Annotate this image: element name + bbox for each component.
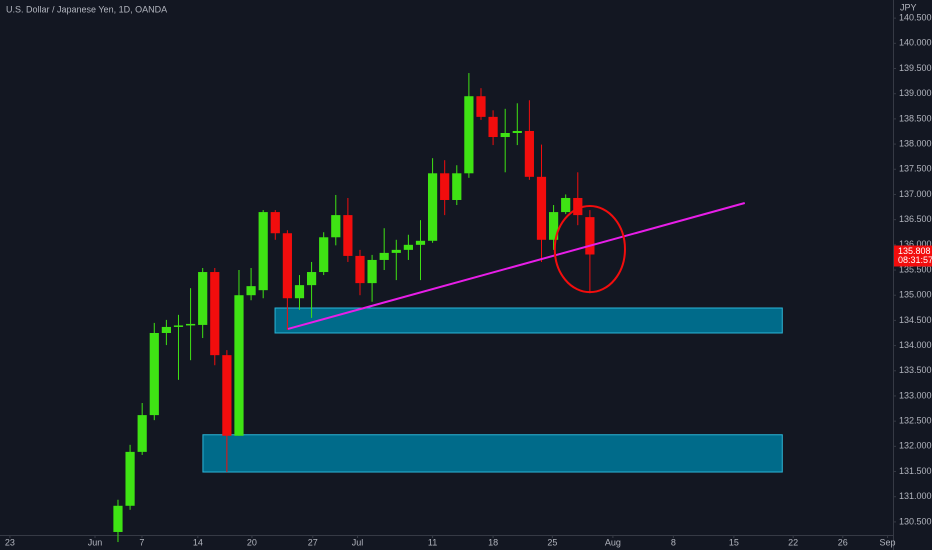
zone: [202, 434, 783, 473]
y-tick-label: 130.500: [899, 516, 932, 526]
candle-body: [524, 130, 534, 177]
candle-body: [306, 272, 317, 286]
candle-body: [222, 355, 232, 436]
y-tick-label: 139.000: [899, 88, 932, 98]
candle-body: [234, 295, 244, 436]
x-tick-label: 7: [139, 537, 144, 547]
y-tick-label: 133.000: [899, 390, 932, 400]
x-tick-label: Jul: [352, 537, 364, 547]
candle-body: [476, 96, 486, 117]
currency-label: JPY: [900, 2, 917, 12]
candle-body: [367, 259, 377, 284]
y-tick-label: 139.500: [899, 63, 932, 73]
candle-body: [379, 252, 389, 260]
x-tick-label: 18: [488, 537, 498, 547]
x-tick-label: 11: [428, 537, 437, 547]
y-tick-label: 132.000: [899, 441, 932, 451]
x-tick-label: 27: [308, 537, 318, 547]
y-tick-label: 136.500: [899, 214, 932, 224]
zone: [274, 307, 783, 334]
x-tick-label: 22: [788, 537, 798, 547]
candle-body: [258, 212, 268, 291]
y-tick-label: 135.500: [899, 264, 932, 274]
y-tick-label: 135.000: [899, 290, 932, 300]
y-tick-label: 140.500: [899, 13, 932, 23]
x-tick-label: Aug: [605, 537, 621, 547]
y-tick-label: 137.000: [899, 189, 932, 199]
candle-body: [331, 215, 341, 238]
y-tick-label: 136.000: [899, 239, 932, 249]
candle-body: [573, 197, 583, 216]
candle-body: [319, 237, 329, 273]
x-tick-label: 15: [729, 537, 739, 547]
candle-body: [343, 215, 353, 256]
candle-body: [282, 233, 292, 299]
candle-body: [561, 197, 571, 213]
y-tick-label: 133.500: [899, 365, 932, 375]
y-tick-label: 134.500: [899, 315, 932, 325]
candle-body: [270, 212, 280, 234]
x-tick-label: Sep: [880, 537, 896, 547]
candle-body: [452, 173, 462, 200]
candle-body: [488, 116, 498, 138]
candle-body: [210, 272, 220, 356]
candle-body: [403, 244, 413, 250]
candle-body: [585, 217, 595, 255]
candle-body: [415, 240, 426, 245]
x-tick-label: 26: [838, 537, 848, 547]
y-tick-label: 137.500: [899, 164, 932, 174]
candle-body: [391, 249, 401, 253]
candle-body: [137, 415, 147, 452]
y-tick-label: 131.500: [899, 466, 932, 476]
y-tick-label: 138.000: [899, 138, 932, 148]
candle-body: [185, 323, 196, 326]
candle-body: [246, 286, 256, 296]
candle-body: [548, 212, 559, 240]
candle-body: [294, 285, 305, 299]
symbol-title: U.S. Dollar / Japanese Yen, 1D, OANDA: [6, 4, 167, 14]
candle-body: [427, 173, 438, 241]
y-tick-label: 138.500: [899, 113, 932, 123]
highlight-ellipse: [553, 205, 626, 294]
x-tick-label: Jun: [88, 537, 103, 547]
y-tick-label: 134.000: [899, 340, 932, 350]
candle-body: [500, 132, 510, 138]
candle-body: [149, 332, 159, 416]
candle-body: [113, 505, 123, 532]
x-tick-label: 8: [671, 537, 676, 547]
y-tick-label: 140.000: [899, 38, 932, 48]
x-tick-label: 25: [547, 537, 557, 547]
candle-body: [512, 130, 522, 133]
x-tick-label: 14: [193, 537, 203, 547]
y-tick-label: 132.500: [899, 416, 932, 426]
candle-body: [161, 326, 171, 333]
last-price-box: [894, 245, 932, 267]
x-tick-label: 20: [247, 537, 257, 547]
candle-body: [173, 325, 184, 327]
candle-body: [355, 255, 365, 284]
candle-body: [198, 272, 208, 325]
last-price-label: 135.808: [898, 246, 931, 256]
candle-body: [125, 451, 135, 506]
candle-body: [440, 173, 450, 200]
x-tick-label: 23: [5, 537, 15, 547]
y-tick-label: 131.000: [899, 491, 932, 501]
candle-body: [464, 96, 474, 174]
candle-body: [536, 176, 547, 240]
countdown-label: 08:31:57: [898, 255, 932, 265]
trendline: [287, 202, 746, 330]
